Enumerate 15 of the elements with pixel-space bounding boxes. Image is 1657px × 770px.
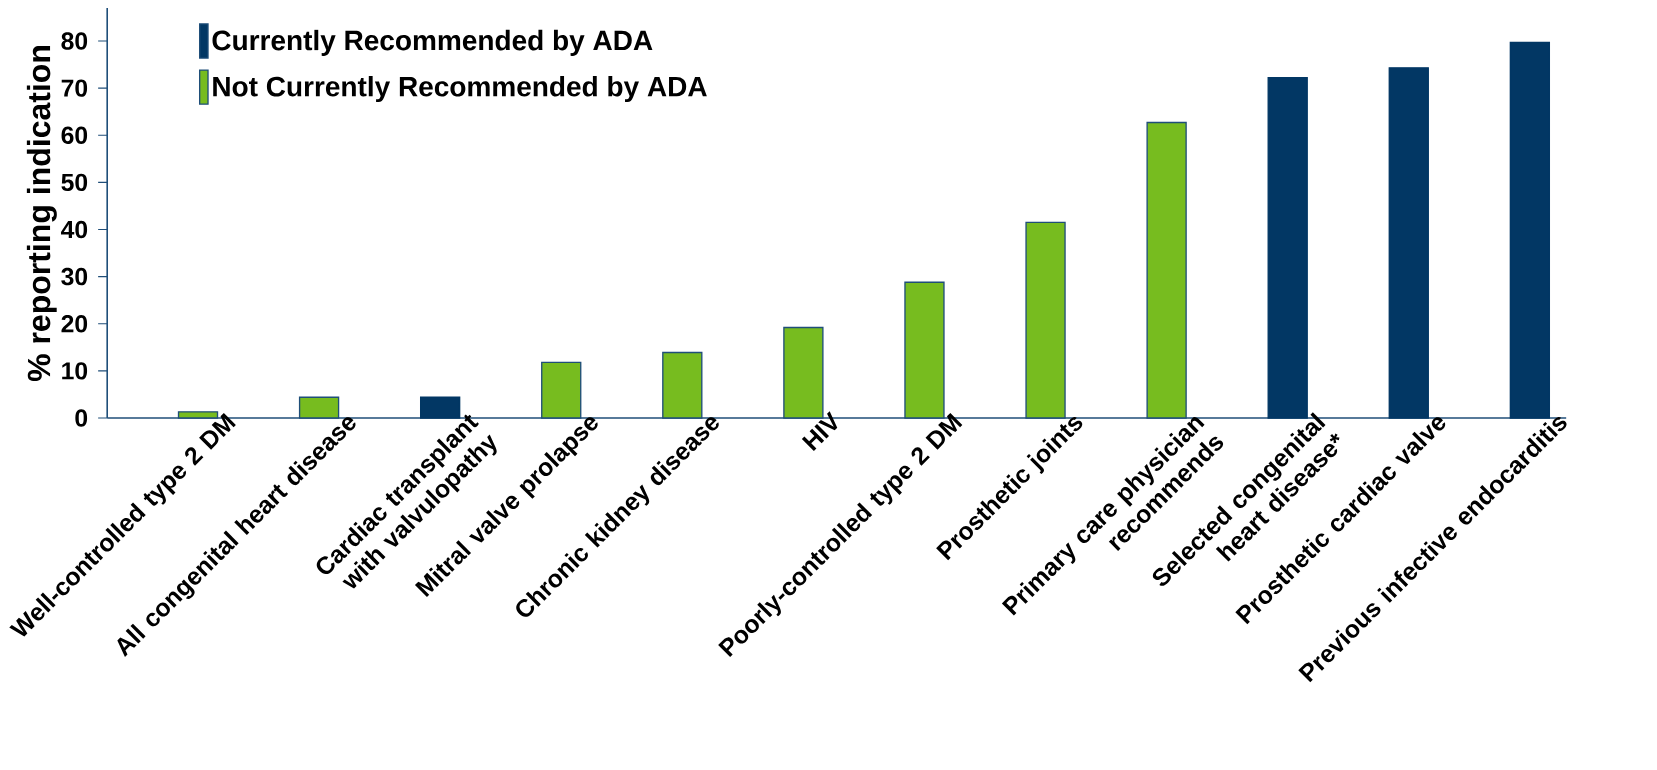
y-tick-label: 30 xyxy=(61,267,88,286)
y-tick-label: 50 xyxy=(61,173,88,192)
y-tick-label: 0 xyxy=(75,409,88,427)
y-tick-label: 80 xyxy=(61,32,88,50)
bar xyxy=(1509,41,1551,419)
legend-label: Not Currently Recommended by ADA xyxy=(213,75,707,103)
bar xyxy=(1388,67,1429,419)
y-tick-label: 10 xyxy=(62,362,88,380)
y-axis-title: % reporting indication xyxy=(26,46,57,382)
y-tick-label: 40 xyxy=(61,220,88,239)
y-tick-label: 70 xyxy=(61,79,88,97)
y-tick-label: 60 xyxy=(61,126,88,144)
legend-label: Currently Recommended by ADA xyxy=(212,29,653,56)
y-tick-label: 20 xyxy=(61,315,88,333)
x-tick-label: HIV xyxy=(801,411,838,452)
